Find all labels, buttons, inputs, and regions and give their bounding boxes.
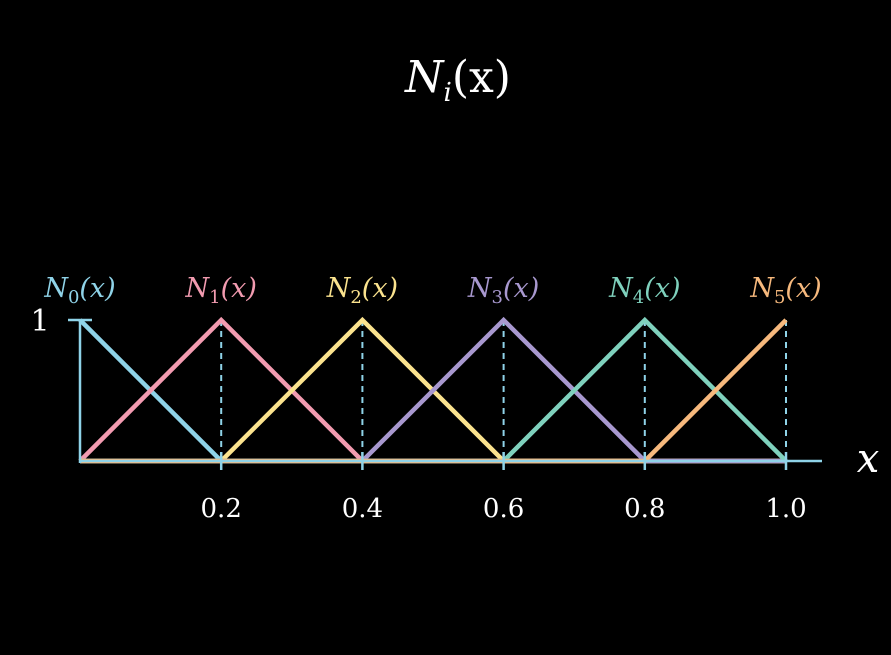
series-label-n2: N2(x) <box>326 273 398 308</box>
chart-title: Ni(x) <box>404 52 511 108</box>
series-lines-layer <box>78 316 788 464</box>
x-tick-label-0.2: 0.2 <box>201 494 242 524</box>
guide-lines-layer <box>220 320 787 461</box>
x-tick-label-0.6: 0.6 <box>483 494 524 524</box>
axes-layer <box>68 318 822 470</box>
text-layer: Ni(x) 1 0.2 0.4 0.6 0.8 1.0 x N0(x) N1(x) N2(x) N3(… <box>30 52 879 524</box>
chart-title-main: N <box>404 52 445 103</box>
series-line-n3 <box>80 316 786 464</box>
x-axis-label: x <box>857 436 880 482</box>
x-tick-label-0.8: 0.8 <box>624 494 665 524</box>
chart-title-subscript: i <box>444 78 452 108</box>
series-label-n4: N4(x) <box>608 273 680 308</box>
series-label-n3: N3(x) <box>467 273 539 308</box>
series-label-n5: N5(x) <box>749 273 821 308</box>
series-label-n1: N1(x) <box>185 273 257 308</box>
y-tick-label-1: 1 <box>30 304 49 339</box>
chart-title-suffix: (x) <box>452 52 511 103</box>
series-label-n0: N0(x) <box>43 273 115 308</box>
x-tick-label-0.4: 0.4 <box>342 494 383 524</box>
x-tick-label-1.0: 1.0 <box>765 494 806 524</box>
